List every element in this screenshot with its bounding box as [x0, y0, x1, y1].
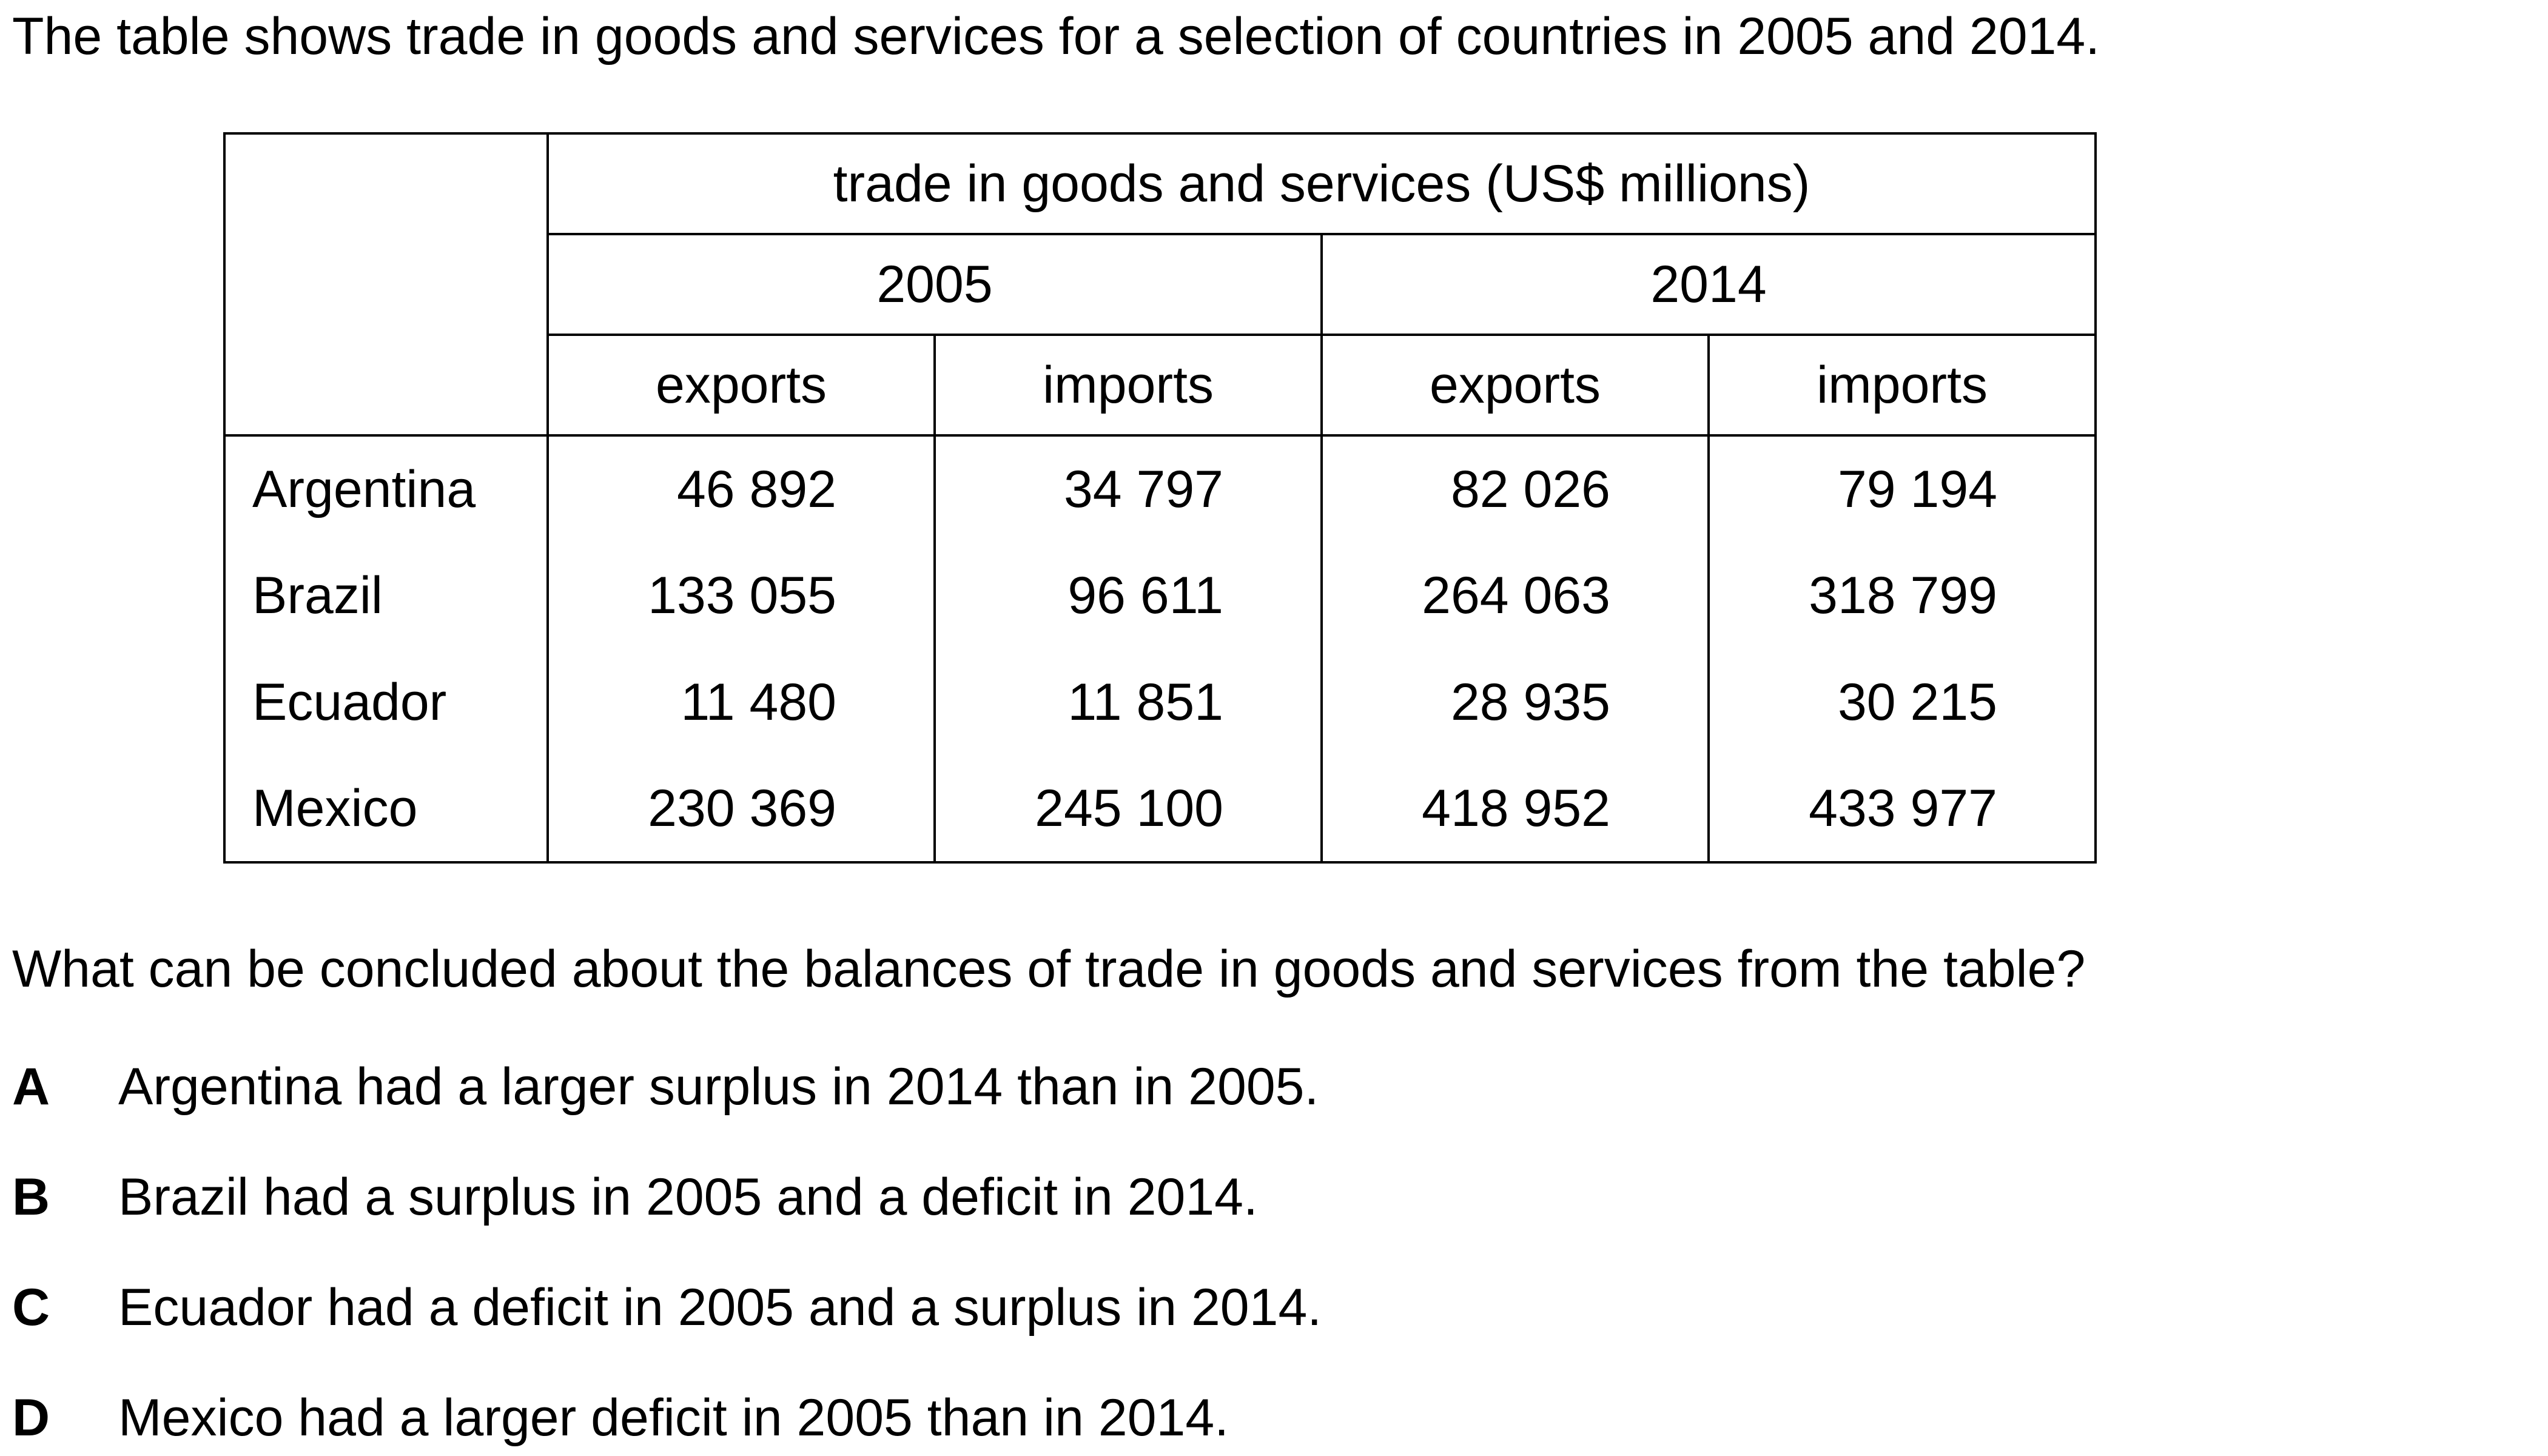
table-cell: 46 892	[546, 434, 936, 542]
country-name: Mexico	[223, 756, 549, 864]
option-letter: C	[12, 1278, 50, 1337]
table-corner-cell	[223, 132, 549, 437]
table-row: Brazil 133 055 96 611 264 063 318 799	[223, 542, 2097, 649]
column-header: imports	[933, 334, 1323, 437]
option-text: Argentina had a larger surplus in 2014 t…	[118, 1058, 1319, 1116]
table-cell: 28 935	[1320, 649, 1710, 756]
option-text: Mexico had a larger deficit in 2005 than…	[118, 1389, 1229, 1447]
trade-table: trade in goods and services (US$ million…	[223, 132, 2097, 864]
table-cell: 133 055	[546, 542, 936, 649]
country-name: Ecuador	[223, 649, 549, 756]
table-cell: 96 611	[933, 542, 1323, 649]
table-cell: 34 797	[933, 434, 1323, 542]
table-row: Ecuador 11 480 11 851 28 935 30 215	[223, 649, 2097, 756]
table-row: Mexico 230 369 245 100 418 952 433 977	[223, 756, 2097, 864]
table-header-row-years: 2005 2014	[224, 233, 2097, 336]
table-cell: 230 369	[546, 756, 936, 864]
table-cell: 30 215	[1707, 649, 2097, 756]
question-text: What can be concluded about the balances…	[12, 940, 2086, 998]
column-header: imports	[1707, 334, 2097, 437]
table-cell: 318 799	[1707, 542, 2097, 649]
table-caption: trade in goods and services (US$ million…	[546, 132, 2097, 235]
table-header-row-caption: trade in goods and services (US$ million…	[223, 132, 2097, 437]
table-cell: 82 026	[1320, 434, 1710, 542]
option-letter: B	[12, 1168, 50, 1226]
table-cell: 245 100	[933, 756, 1323, 864]
option-text: Brazil had a surplus in 2005 and a defic…	[118, 1168, 1258, 1226]
table-row: Argentina 46 892 34 797 82 026 79 194	[223, 434, 2097, 542]
country-name: Argentina	[223, 434, 549, 542]
table-cell: 433 977	[1707, 756, 2097, 864]
table-header-row-columns: exports imports exports imports	[224, 334, 2097, 437]
column-header: exports	[1320, 334, 1710, 437]
intro-text: The table shows trade in goods and servi…	[12, 7, 2100, 65]
option-text: Ecuador had a deficit in 2005 and a surp…	[118, 1278, 1322, 1337]
option-letter: D	[12, 1389, 50, 1447]
table-cell: 418 952	[1320, 756, 1710, 864]
year-header-2005: 2005	[546, 233, 1323, 336]
table-cell: 11 851	[933, 649, 1323, 756]
country-name: Brazil	[223, 542, 549, 649]
year-header-2014: 2014	[1320, 233, 2097, 336]
table-cell: 264 063	[1320, 542, 1710, 649]
table-cell: 79 194	[1707, 434, 2097, 542]
table-cell: 11 480	[546, 649, 936, 756]
option-letter: A	[12, 1058, 50, 1116]
column-header: exports	[546, 334, 936, 437]
